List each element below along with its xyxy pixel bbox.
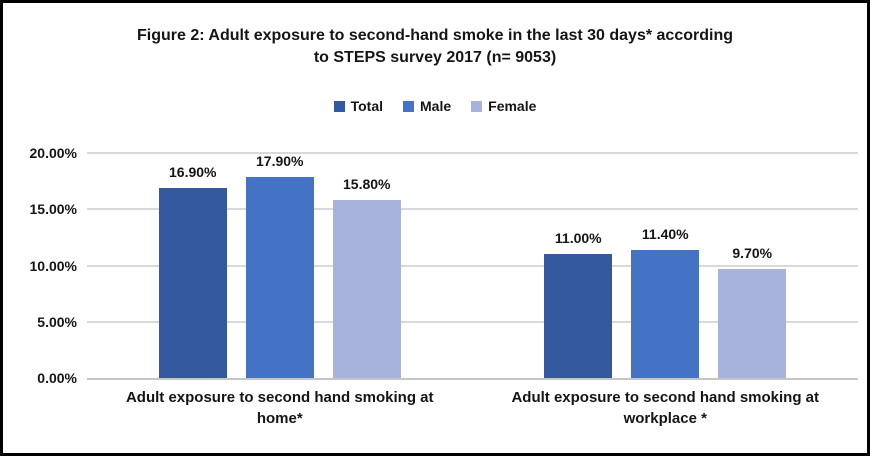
data-label: 17.90% xyxy=(256,152,304,169)
legend-item-total[interactable]: Total xyxy=(333,98,384,114)
y-axis-tick-label: 0.00% xyxy=(37,370,77,386)
category-labels: Adult exposure to second hand smoking at… xyxy=(87,387,858,429)
gridline xyxy=(87,208,858,211)
legend-swatch-icon xyxy=(471,100,483,112)
bar-total-group1[interactable]: 16.90% xyxy=(158,164,227,378)
plot-area: 0.00% 5.00% 10.00% 15.00% 20.00% 16.90% 17.90%… xyxy=(30,145,858,386)
legend-swatch-icon xyxy=(403,100,415,112)
data-label: 11.00% xyxy=(554,230,602,247)
bar-groups: 16.90% 17.90% 15.80% 11.00% 11.40% 9.70% xyxy=(87,153,858,378)
y-axis-tick-label: 10.00% xyxy=(29,257,77,274)
data-label: 9.70% xyxy=(732,244,773,261)
gridline xyxy=(87,320,858,323)
legend-item-male[interactable]: Male xyxy=(403,98,451,114)
y-axis-tick-label: 20.00% xyxy=(29,145,77,161)
chart-title-line-2: to STEPS survey 2017 (n= 9053) xyxy=(313,49,557,66)
legend: Total Male Female xyxy=(3,97,867,115)
y-axis-tick-label: 15.00% xyxy=(29,201,77,218)
x-category-2: Adult exposure to second hand smoking at… xyxy=(473,387,859,429)
y-axis-tick-label: 5.00% xyxy=(37,313,77,330)
bar-group-1: 16.90% 17.90% 15.80% xyxy=(87,153,473,378)
legend-swatch-icon xyxy=(333,100,345,112)
data-label: 11.40% xyxy=(641,225,689,242)
data-label: 16.90% xyxy=(169,163,217,180)
bar-male-group1[interactable]: 17.90% xyxy=(245,153,314,378)
bar-female-group2[interactable]: 9.70% xyxy=(718,245,787,378)
bar-female-group1[interactable]: 15.80% xyxy=(332,176,401,378)
x-category-label: Adult exposure to second hand smoking at… xyxy=(511,389,820,427)
bar-group-2: 11.00% 11.40% 9.70% xyxy=(473,153,859,378)
data-label: 15.80% xyxy=(343,176,391,193)
legend-label: Male xyxy=(420,98,452,114)
plot-wrap: 0.00% 5.00% 10.00% 15.00% 20.00% 16.90% 17.90%… xyxy=(3,145,867,429)
bar-male-group2[interactable]: 11.40% xyxy=(631,226,700,378)
legend-label: Total xyxy=(350,98,384,114)
bar-total-group2[interactable]: 11.00% xyxy=(544,230,613,378)
gridline xyxy=(87,152,858,154)
legend-label: Female xyxy=(488,98,537,114)
gridline xyxy=(87,264,858,267)
x-category-label: Adult exposure to second hand smoking at… xyxy=(125,389,434,427)
x-category-1: Adult exposure to second hand smoking at… xyxy=(87,387,473,429)
chart-title-line-1: Figure 2: Adult exposure to second-hand … xyxy=(137,27,733,44)
chart-title: Figure 2: Adult exposure to second-hand … xyxy=(3,25,867,69)
legend-item-female[interactable]: Female xyxy=(471,98,536,114)
